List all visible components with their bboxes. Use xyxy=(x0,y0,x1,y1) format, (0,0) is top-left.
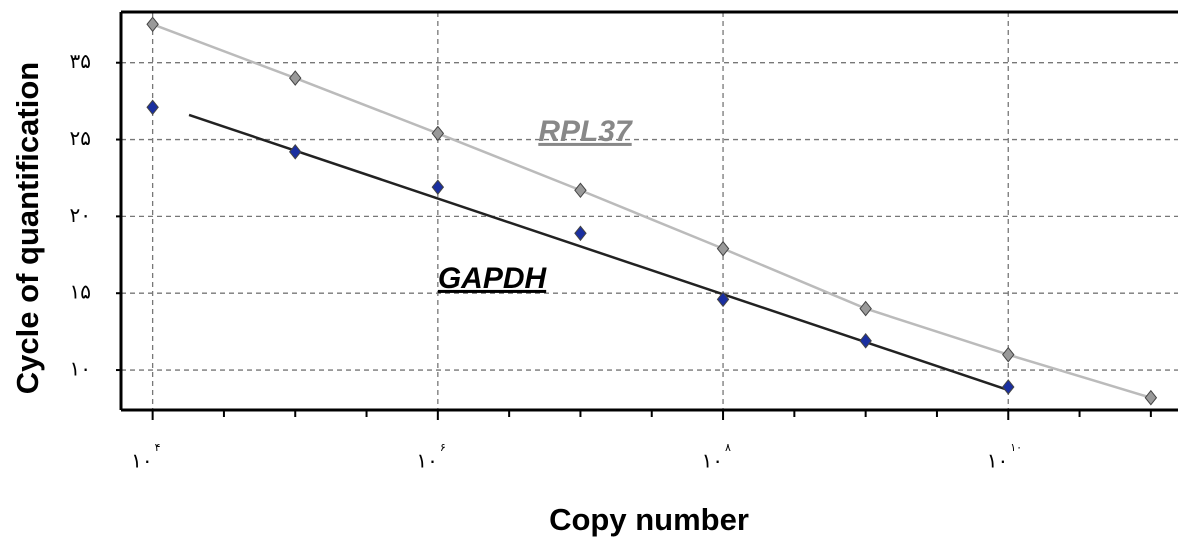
data-point xyxy=(1002,346,1015,363)
data-point xyxy=(431,125,445,142)
y-tick-label: ۲۰ xyxy=(70,203,91,227)
data-point xyxy=(574,182,587,199)
series-label: RPL37 xyxy=(538,115,633,148)
x-axis-title: Copy number xyxy=(549,502,749,537)
x-tick-label: ۱۰ xyxy=(416,449,437,473)
series-label: GAPDH xyxy=(438,262,548,295)
x-tick-exponent: ۶ xyxy=(440,441,446,454)
y-axis-title: Cycle of quantification xyxy=(10,62,45,394)
x-tick-exponent: ۱۰ xyxy=(1010,441,1022,454)
x-tick-label: ۱۰ xyxy=(702,449,723,473)
data-point xyxy=(1144,389,1158,406)
y-tick-label: ۲۵ xyxy=(70,126,91,150)
data-point xyxy=(1002,379,1015,395)
data-point xyxy=(716,291,730,308)
data-point xyxy=(288,144,302,160)
series-line xyxy=(152,23,1152,399)
data-point xyxy=(431,179,445,195)
data-point xyxy=(574,225,587,242)
x-tick-exponent: ۸ xyxy=(725,441,731,454)
data-point xyxy=(859,333,872,349)
x-tick-exponent: ۴ xyxy=(155,441,161,454)
data-point xyxy=(288,70,302,86)
y-tick-label: ۱۵ xyxy=(70,280,91,304)
y-tick-label: ۱۰ xyxy=(70,357,91,381)
data-point xyxy=(146,16,159,33)
x-tick-label: ۱۰ xyxy=(131,449,152,473)
data-point xyxy=(146,99,159,116)
y-tick-label: ۳۵ xyxy=(70,49,91,73)
fit-line xyxy=(188,113,1009,392)
data-point xyxy=(859,300,872,317)
x-tick-label: ۱۰ xyxy=(987,449,1008,473)
data-point xyxy=(716,240,730,257)
